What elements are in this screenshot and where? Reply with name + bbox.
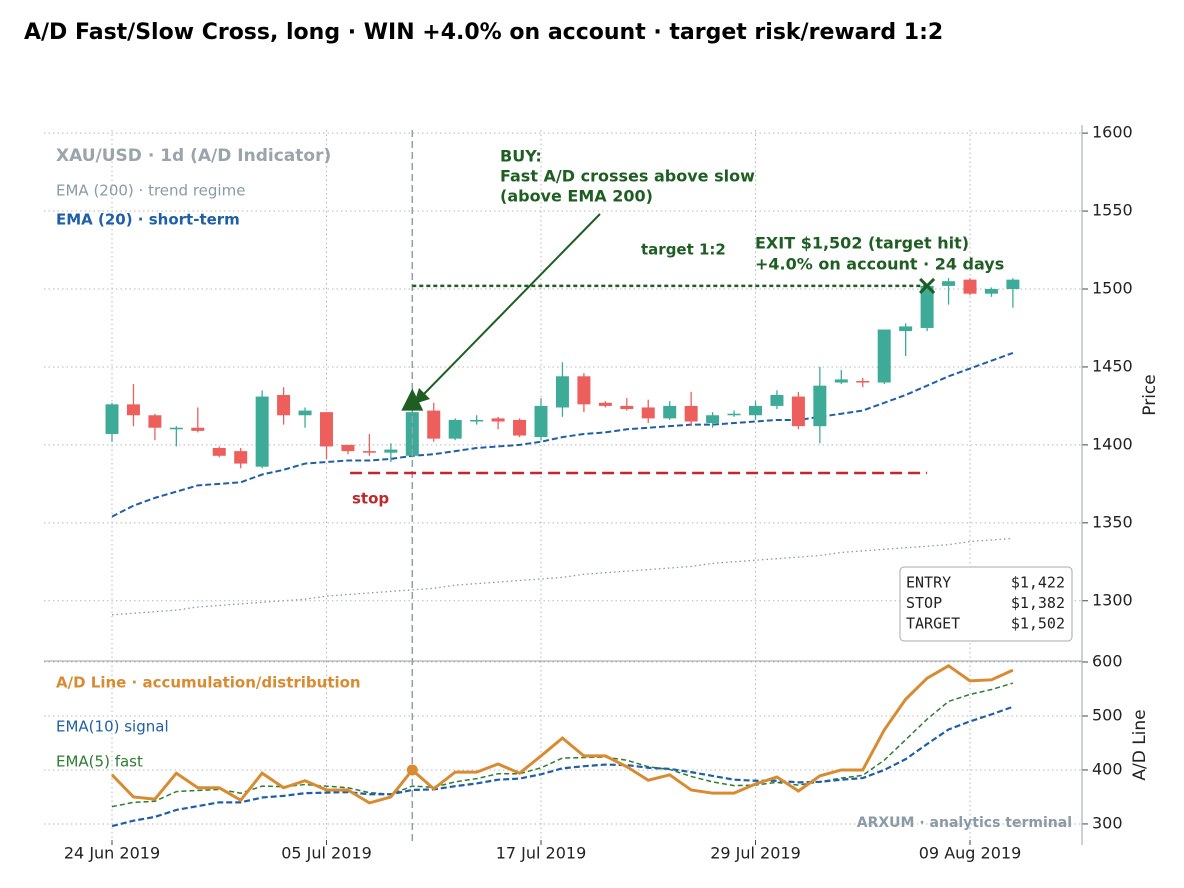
candle-body (384, 449, 398, 453)
y-tick-label: 400 (1092, 759, 1123, 778)
exit-annotation: +4.0% on account · 24 days (755, 255, 1004, 274)
y-tick-label: 1350 (1092, 512, 1133, 531)
candle-body (105, 404, 119, 434)
candle-body (641, 407, 655, 419)
y-tick-label: 1550 (1092, 201, 1133, 220)
candle-body (277, 395, 291, 416)
entry-marker (401, 388, 424, 411)
candle-body (448, 419, 462, 439)
series-line (110, 663, 1014, 805)
candle-body (813, 385, 827, 427)
y-tick-label: 500 (1092, 705, 1123, 724)
trade-box-value: $1,422 (1011, 574, 1065, 592)
candle-body (513, 419, 527, 436)
candle-body (620, 405, 634, 410)
y-tick-label: 300 (1092, 813, 1123, 832)
y-tick-label: 1600 (1092, 123, 1133, 142)
candle-body (255, 396, 269, 467)
candle-body (920, 285, 934, 328)
candle-body (706, 415, 720, 424)
y-tick-label: 1500 (1092, 279, 1133, 298)
candle-body (534, 405, 548, 438)
candle-body (598, 402, 612, 406)
buy-annotation: BUY: (500, 147, 542, 166)
stop-label: stop (352, 490, 389, 508)
candle-body (555, 376, 569, 408)
legend-entry: EMA (20) · short-term (56, 211, 240, 229)
exit-annotation: EXIT $1,502 (target hit) (755, 234, 969, 253)
candle-body (298, 410, 312, 416)
x-tick-label: 29 Jul 2019 (710, 844, 801, 863)
legend-entry: EMA(5) fast (56, 753, 143, 771)
x-tick-label: 05 Jul 2019 (281, 844, 372, 863)
candle-body (126, 404, 140, 416)
legend-entry: EMA(10) signal (56, 718, 169, 736)
target-label: target 1:2 (641, 241, 726, 259)
candle-body (148, 415, 162, 428)
candle-body (834, 379, 848, 383)
series-line (111, 682, 1014, 808)
candle-body (727, 413, 741, 416)
candle-body (362, 451, 376, 453)
candle-body (899, 326, 913, 332)
candle-body (963, 279, 977, 294)
trade-box-value: $1,382 (1011, 594, 1065, 612)
candle-body (234, 451, 248, 464)
entry-ad-dot (406, 764, 418, 776)
y-tick-label: 1400 (1092, 434, 1133, 453)
trade-box-label: ENTRY (906, 574, 951, 592)
candle-body (984, 289, 998, 294)
candle-body (663, 405, 677, 419)
series-line (111, 351, 1014, 518)
candle-body (942, 281, 956, 286)
candle-body (1006, 279, 1020, 289)
candle-body (470, 419, 484, 422)
x-tick-label: 09 Aug 2019 (919, 844, 1022, 863)
candle-body (212, 448, 226, 456)
candle-body (749, 405, 762, 416)
candle-body (341, 444, 355, 452)
watermark: ARXUM · analytics terminal (857, 815, 1072, 831)
candle-body (427, 410, 441, 439)
candle-body (877, 329, 891, 383)
series-line (111, 705, 1014, 828)
subtitle: XAU/USD · 1d (A/D Indicator) (56, 146, 331, 166)
y-tick-label: 1300 (1092, 590, 1133, 609)
buy-annotation: (above EMA 200) (500, 187, 653, 206)
trade-box (899, 566, 1073, 642)
buy-annotation: Fast A/D crosses above slow (500, 167, 755, 186)
candle-body (770, 395, 784, 406)
trade-box-label: TARGET (906, 615, 960, 633)
legend-entry: A/D Line · accumulation/distribution (56, 674, 361, 692)
x-tick-label: 24 Jun 2019 (64, 844, 160, 863)
y-tick-label: 1450 (1092, 356, 1133, 375)
legend-entry: EMA (200) · trend regime (56, 182, 245, 200)
buy-arrow (421, 213, 601, 397)
trade-box-value: $1,502 (1011, 615, 1065, 633)
candle-body (191, 427, 205, 431)
candle-body (577, 376, 591, 405)
candle-body (791, 396, 805, 427)
chart-title: A/D Fast/Slow Cross, long · WIN +4.0% on… (24, 20, 943, 45)
x-tick-label: 17 Jul 2019 (496, 844, 587, 863)
candle-body (856, 380, 870, 383)
candle-body (491, 418, 505, 422)
candle-body (169, 427, 183, 430)
trade-box-label: STOP (906, 594, 942, 612)
candle-body (684, 405, 698, 422)
candle-body (320, 412, 333, 447)
y-axis-label: Price (1140, 374, 1160, 415)
y-axis-label: A/D Line (1130, 709, 1150, 780)
buy-arrowhead (414, 388, 430, 404)
y-tick-label: 600 (1092, 652, 1123, 671)
exit-marker (919, 277, 936, 294)
